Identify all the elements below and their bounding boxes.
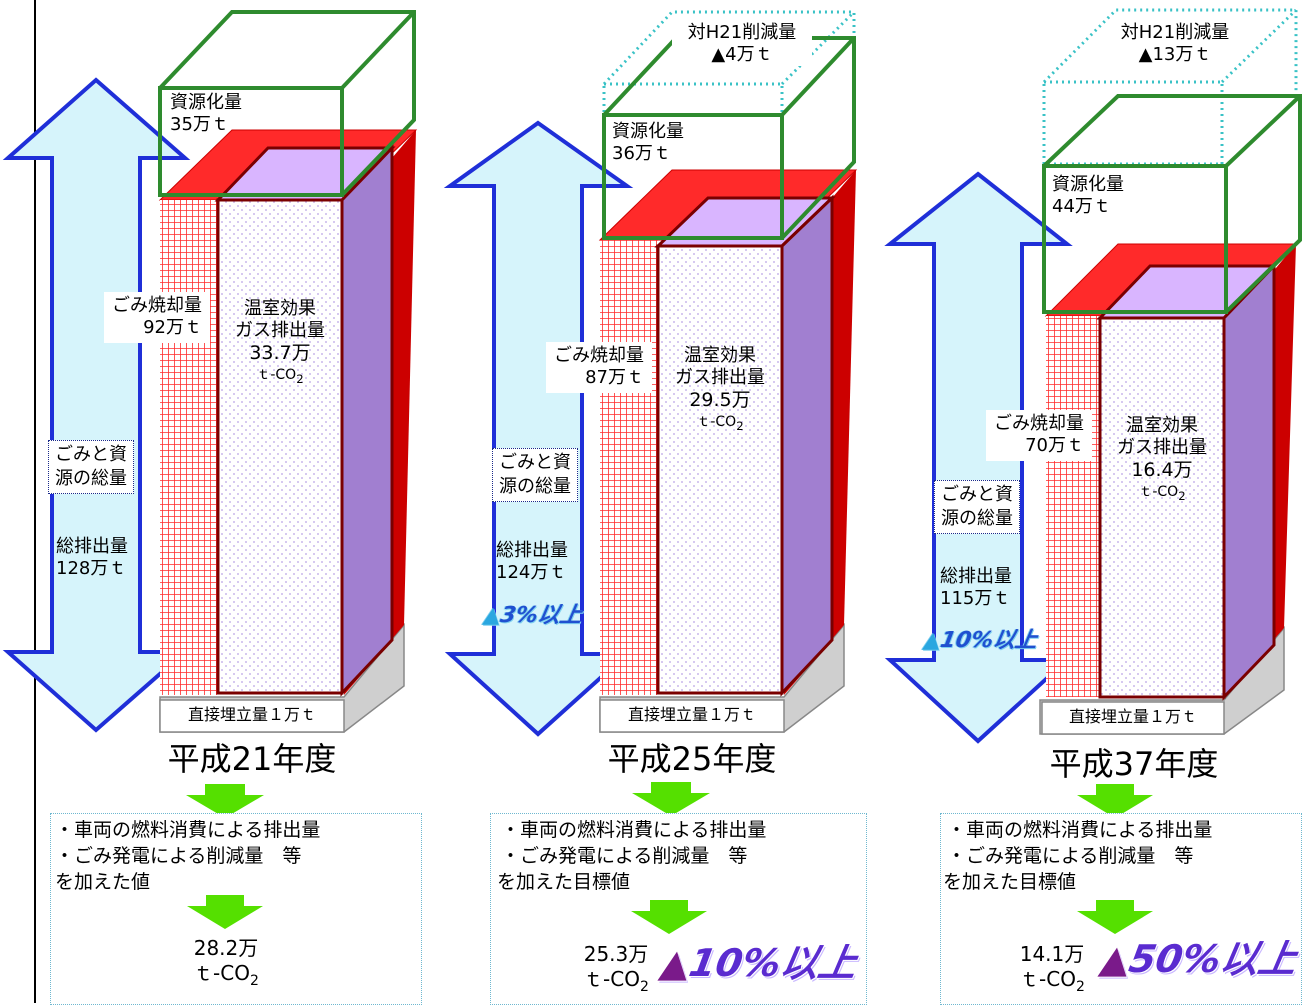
green-arrow-1 xyxy=(632,782,710,816)
result-value: 25.3万 ｔ-CO2 xyxy=(583,942,649,995)
panel-h25-art xyxy=(443,10,858,737)
result-reduction-percent: ▲50%以上 xyxy=(1096,937,1301,981)
year-title: 平成21年度 xyxy=(167,740,337,778)
landfill-base-front xyxy=(159,699,345,733)
year-title: 平成37年度 xyxy=(1049,745,1219,783)
resource-label: 資源化量 36万ｔ xyxy=(612,121,684,164)
reduction-label: 対H21削減量 ▲4万ｔ xyxy=(672,22,812,66)
total-emission-label: 総排出量 124万ｔ xyxy=(496,540,568,583)
result-value: 28.2万 ｔ-CO2 xyxy=(193,936,259,989)
reduction-label: 対H21削減量 ▲13万ｔ xyxy=(1120,22,1230,65)
note-box: ・車両の燃料消費による排出量 ・ごみ発電による削減量 等 を加えた目標値 25.… xyxy=(490,813,867,1005)
incineration-tag: ごみ焼却量 92万ｔ xyxy=(104,292,210,343)
resource-cube xyxy=(1042,94,1302,314)
year-title: 平成25年度 xyxy=(607,740,777,778)
ghg-prism-front xyxy=(216,198,344,695)
panel-h25: 対H21削減量 ▲4万ｔ 資源化量 36万ｔ ごみ焼却量 87万ｔ 温室効果 ガ… xyxy=(440,0,880,1005)
incineration-grid xyxy=(1046,316,1100,697)
total-volume-box: ごみと資 源の総量 xyxy=(492,448,578,502)
total-volume-box: ごみと資 源の総量 xyxy=(48,440,134,494)
panel-h21: 資源化量 35万ｔ ごみ焼却量 92万ｔ 温室効果 ガス排出量 33.7万 ｔ-… xyxy=(0,0,440,1005)
total-emission-label: 総排出量 128万ｔ xyxy=(56,536,128,579)
green-arrow-2 xyxy=(187,895,263,929)
total-volume-double-arrow xyxy=(2,77,191,733)
landfill-label: 直接埋立量１万ｔ xyxy=(187,705,316,724)
ghg-prism-front xyxy=(656,244,784,695)
resource-cube xyxy=(158,10,416,197)
landfill-label: 直接埋立量１万ｔ xyxy=(1068,707,1197,726)
ghg-label: 温室効果 ガス排出量 33.7万 ｔ-CO2 xyxy=(235,298,325,386)
landfill-base-front xyxy=(1041,701,1225,735)
ghg-label: 温室効果 ガス排出量 16.4万 ｔ-CO2 xyxy=(1117,415,1207,503)
resource-label: 資源化量 35万ｔ xyxy=(170,92,242,135)
green-arrow-1 xyxy=(186,784,264,818)
incineration-tag: ごみ焼却量 70万ｔ xyxy=(986,410,1092,461)
incineration-grid xyxy=(600,240,658,695)
green-arrow-1 xyxy=(1077,784,1153,818)
green-arrow-2 xyxy=(631,900,707,934)
green-arrow-2 xyxy=(1077,900,1153,934)
total-volume-double-arrow xyxy=(884,171,1073,744)
resource-label: 資源化量 44万ｔ xyxy=(1052,174,1124,217)
incineration-grid xyxy=(160,200,218,695)
note-box: ・車両の燃料消費による排出量 ・ごみ発電による削減量 等 を加えた値 28.2万… xyxy=(50,813,422,1005)
incineration-tag: ごみ焼却量 87万ｔ xyxy=(546,342,652,393)
total-volume-box: ごみと資 源の総量 xyxy=(934,480,1020,534)
left-border-line xyxy=(34,0,36,1003)
panel-h37-art xyxy=(884,8,1302,744)
ghg-label: 温室効果 ガス排出量 29.5万 ｔ-CO2 xyxy=(675,345,765,433)
result-value: 14.1万 ｔ-CO2 xyxy=(1019,942,1085,995)
landfill-base-front xyxy=(599,699,785,733)
ghg-prism-front xyxy=(1098,316,1226,699)
resource-cube xyxy=(602,36,856,240)
result-reduction-percent: ▲10%以上 xyxy=(656,941,861,985)
landfill-label: 直接埋立量１万ｔ xyxy=(627,705,756,724)
reduction-cube xyxy=(602,10,856,117)
total-volume-double-arrow xyxy=(443,120,634,737)
total-emission-label: 総排出量 115万ｔ xyxy=(940,566,1012,609)
note-box: ・車両の燃料消費による排出量 ・ごみ発電による削減量 等 を加えた目標値 14.… xyxy=(940,813,1302,1005)
panel-h21-art xyxy=(2,10,418,733)
panel-h37: 対H21削減量 ▲13万ｔ 資源化量 44万ｔ ごみ焼却量 70万ｔ 温室効果 … xyxy=(880,0,1309,1005)
